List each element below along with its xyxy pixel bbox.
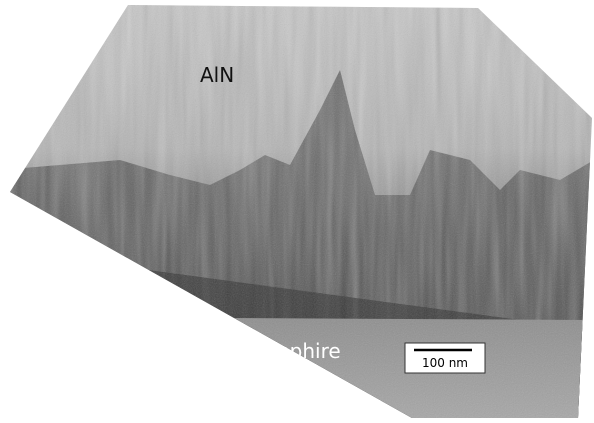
substrate-label: Sapphire bbox=[252, 339, 341, 363]
micrograph: AlN Sapphire 100 nm bbox=[0, 0, 594, 423]
scale-bar-label: 100 nm bbox=[422, 356, 468, 370]
layer-label: AlN bbox=[200, 63, 234, 87]
